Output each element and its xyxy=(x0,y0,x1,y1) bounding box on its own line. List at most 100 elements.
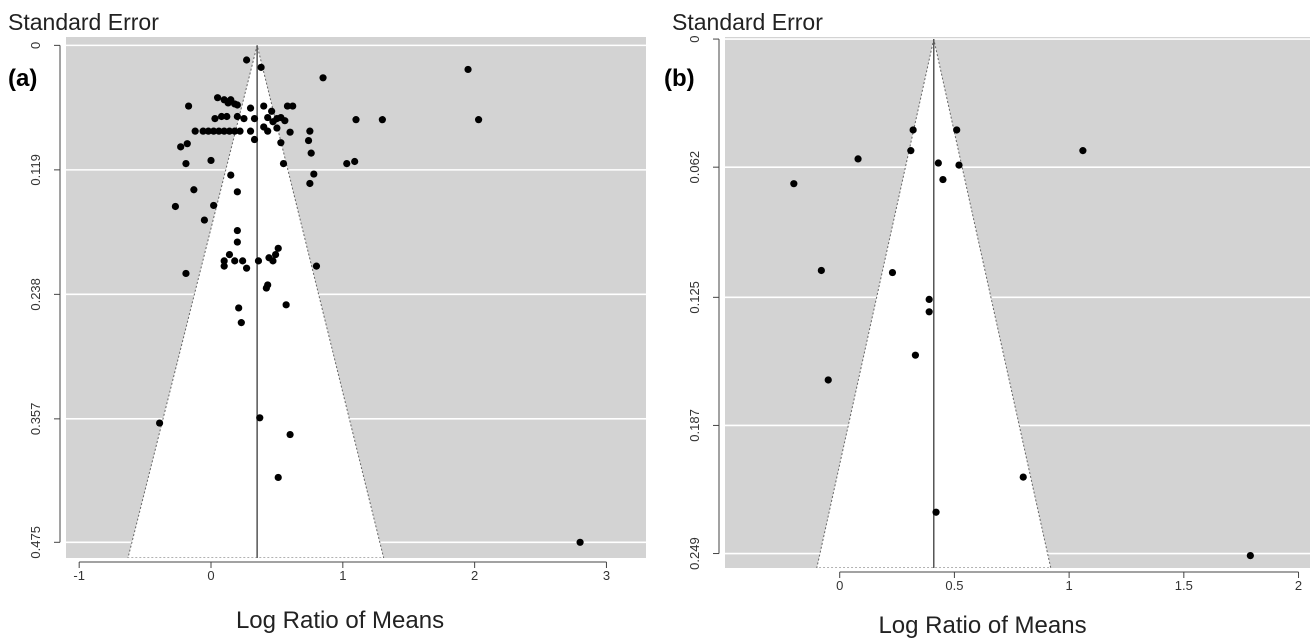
study-point xyxy=(240,115,248,123)
study-point xyxy=(817,266,825,275)
study-point xyxy=(932,508,940,516)
study-point xyxy=(231,127,239,135)
study-point xyxy=(304,136,313,145)
study-point xyxy=(237,319,245,327)
study-point xyxy=(925,295,933,304)
study-point xyxy=(225,127,234,135)
x-tick-label: 2 xyxy=(1295,578,1302,593)
study-point xyxy=(576,538,584,546)
study-point xyxy=(909,126,917,134)
study-point xyxy=(210,127,218,135)
y-tick-label: 0.475 xyxy=(28,526,43,559)
study-point xyxy=(289,102,297,110)
x-tick-label: 1 xyxy=(339,568,346,583)
study-point xyxy=(257,63,265,71)
study-point xyxy=(268,107,276,115)
y-tick-label: 0.119 xyxy=(28,154,43,186)
study-point xyxy=(269,257,277,265)
study-point xyxy=(199,127,207,135)
study-point xyxy=(274,244,282,252)
y-tick-label: 0.249 xyxy=(687,537,702,570)
study-point xyxy=(220,257,228,265)
y-tick-label: 0.238 xyxy=(28,278,43,311)
study-point xyxy=(211,115,219,123)
study-point xyxy=(939,175,947,184)
study-point xyxy=(790,180,798,188)
study-point xyxy=(271,251,280,259)
study-point xyxy=(953,126,961,134)
study-point xyxy=(183,140,191,148)
study-point xyxy=(824,376,832,384)
study-point xyxy=(854,155,862,163)
study-point xyxy=(907,147,915,155)
y-tick-label: 0.187 xyxy=(687,409,702,442)
study-point xyxy=(256,414,264,422)
y-tick-label: 0.062 xyxy=(687,151,702,184)
y-axis-label: Standard Error xyxy=(8,9,159,35)
study-point xyxy=(190,186,198,194)
y-axis-label: Standard Error xyxy=(672,9,823,35)
study-point xyxy=(246,127,255,135)
x-axis-label: Log Ratio of Means xyxy=(878,612,1086,638)
panel-b: 0 0.062 0.125 0.187 0.249 0 0.5 1 1.5 2 Standard E… xyxy=(664,9,1310,638)
x-tick-label: -1 xyxy=(73,568,85,583)
study-point xyxy=(312,262,321,270)
study-point xyxy=(177,143,185,151)
x-axis-label: Log Ratio of Means xyxy=(236,607,444,634)
study-point xyxy=(378,116,386,124)
study-point xyxy=(217,112,226,121)
study-point xyxy=(286,128,294,136)
study-point xyxy=(306,127,314,135)
x-tick-label: 0 xyxy=(207,568,214,583)
study-point xyxy=(281,117,289,125)
study-point xyxy=(223,112,231,121)
study-point xyxy=(215,127,223,135)
study-point xyxy=(277,139,285,147)
study-point xyxy=(213,94,222,102)
x-tick-label: 1 xyxy=(1066,578,1073,593)
study-point xyxy=(246,104,255,112)
study-point xyxy=(934,159,942,167)
study-point xyxy=(250,115,259,123)
study-point xyxy=(200,216,209,224)
study-point xyxy=(319,74,327,82)
study-point xyxy=(464,65,472,74)
study-point xyxy=(204,127,212,135)
study-point xyxy=(274,473,282,482)
y-tick-label: 0.357 xyxy=(28,403,43,436)
study-point xyxy=(273,124,281,132)
study-point xyxy=(1079,147,1087,155)
study-point xyxy=(220,127,228,135)
study-point xyxy=(306,179,314,188)
study-point xyxy=(235,304,243,312)
y-tick-label: 0 xyxy=(28,42,43,49)
study-point xyxy=(191,127,199,135)
study-point xyxy=(233,101,241,109)
study-point xyxy=(225,251,234,259)
study-point xyxy=(182,269,190,278)
study-point xyxy=(282,301,290,309)
study-point xyxy=(184,102,193,110)
study-point xyxy=(220,262,228,270)
study-point xyxy=(210,201,218,210)
study-point xyxy=(155,419,164,427)
study-point xyxy=(233,238,241,246)
x-tick-label: 0.5 xyxy=(945,578,963,593)
study-point xyxy=(233,188,241,196)
panel-label: (b) xyxy=(664,65,695,92)
y-tick-label: 0.125 xyxy=(687,281,702,314)
study-point xyxy=(264,127,272,135)
study-point xyxy=(242,56,251,64)
study-point xyxy=(239,257,247,265)
study-point xyxy=(279,159,288,168)
study-point xyxy=(171,202,180,211)
study-point xyxy=(233,226,241,235)
funnel-region xyxy=(127,45,385,558)
study-point xyxy=(474,116,483,124)
study-point xyxy=(1246,552,1254,560)
study-point xyxy=(307,149,315,157)
study-point xyxy=(250,135,259,144)
y-tick-label: 0 xyxy=(687,35,702,42)
study-point xyxy=(283,102,292,110)
